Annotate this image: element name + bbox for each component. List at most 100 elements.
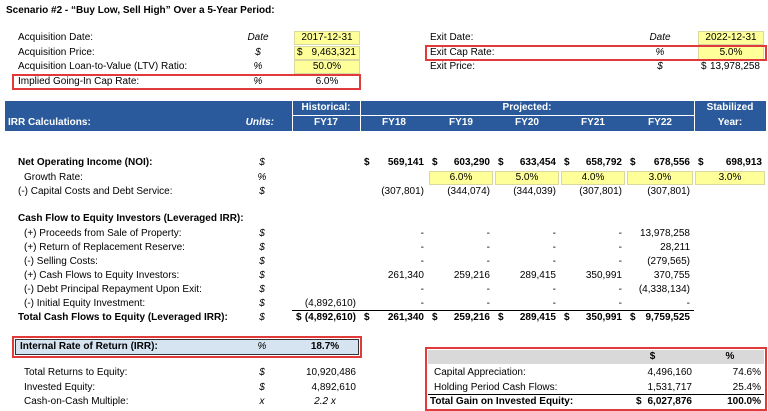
row-unit: $ [259, 312, 265, 323]
cell-value: - [420, 284, 424, 295]
cell-value: 13,978,258 [639, 228, 690, 239]
row-label: Cash Flow to Equity Investors (Leveraged… [18, 213, 244, 224]
cell-value: 569,141 [387, 157, 424, 168]
cell-currency: $ [296, 312, 302, 323]
cell-value: 4.0% [581, 172, 605, 183]
cell-currency: $ [364, 312, 370, 323]
cell-value: - [486, 256, 490, 267]
cell-value: - [552, 256, 556, 267]
cell-value: 28,211 [660, 242, 690, 253]
cell-value: - [686, 298, 690, 309]
cell-currency: $ [432, 312, 438, 323]
gain-amount: 4,496,160 [647, 367, 693, 378]
input-label: Acquisition Loan-to-Value (LTV) Ratio: [18, 61, 188, 72]
cell-value: - [420, 228, 424, 239]
gain-label: Total Gain on Invested Equity: [430, 396, 574, 407]
cell-value: 289,415 [519, 270, 556, 281]
row-unit: $ [259, 186, 265, 197]
header-separator [360, 101, 361, 131]
input-value-currency: $ [297, 46, 303, 58]
gain-label: Holding Period Cash Flows: [434, 381, 558, 393]
cell-value: 658,792 [585, 157, 622, 168]
cell-value: 9,759,525 [645, 312, 691, 323]
input-value: 5.0% [719, 46, 743, 58]
summary-value: 2.2 x [314, 396, 336, 407]
cell-currency: $ [630, 157, 636, 168]
row-label: (+) Cash Flows to Equity Investors: [24, 270, 180, 281]
cell-value: - [618, 298, 622, 309]
cell-value: 350,991 [585, 270, 622, 281]
row-unit: $ [259, 157, 265, 168]
row-unit: $ [259, 242, 265, 253]
gain-amount: 1,531,717 [647, 381, 693, 393]
input-label: Acquisition Date: [18, 32, 94, 43]
irr-value: 18.7% [310, 341, 340, 352]
input-unit: $ [255, 46, 261, 58]
column-header: FY22 [648, 117, 672, 128]
cell-value: 259,216 [453, 312, 490, 323]
gain-amount: 6,027,876 [647, 396, 693, 407]
header-historical: Historical: [301, 102, 351, 113]
cell-value: - [486, 228, 490, 239]
input-value: 13,978,258 [709, 61, 760, 72]
summary-unit: $ [259, 381, 265, 393]
cell-value: - [486, 298, 490, 309]
summary-value: 4,892,610 [311, 381, 357, 393]
row-unit: $ [259, 270, 265, 281]
highlight-box [425, 44, 767, 61]
row-label: Growth Rate: [24, 172, 83, 183]
cell-currency: $ [630, 312, 636, 323]
summary-unit: $ [259, 367, 265, 378]
cell-value: - [618, 228, 622, 239]
input-label: Exit Price: [430, 61, 476, 72]
cell-currency: $ [564, 157, 570, 168]
input-value: 2022-12-31 [705, 32, 757, 43]
header-separator [292, 101, 293, 131]
cell-value: - [420, 242, 424, 253]
row-unit: $ [259, 284, 265, 295]
row-label: (-) Capital Costs and Debt Service: [18, 186, 173, 197]
header-projected: Projected: [502, 102, 552, 113]
cell-value: (307,801) [647, 186, 690, 197]
cell-value: - [420, 256, 424, 267]
cell-value: 603,290 [453, 157, 490, 168]
row-label: Net Operating Income (NOI): [18, 157, 153, 168]
cell-value: (344,039) [513, 186, 556, 197]
header-separator [694, 101, 695, 131]
cell-value: (279,565) [647, 256, 690, 267]
irr-box [12, 336, 362, 358]
cell-currency: $ [498, 157, 504, 168]
input-label: Acquisition Price: [18, 46, 95, 58]
cell-value: (307,801) [579, 186, 622, 197]
input-cell [695, 171, 765, 185]
cell-value: (4,892,610) [304, 298, 356, 309]
summary-label: Invested Equity: [24, 381, 96, 393]
column-header: FY19 [449, 117, 473, 128]
highlight-box [12, 73, 361, 90]
cell-currency: $ [564, 312, 570, 323]
header-stabilized: Stabilized [706, 102, 754, 113]
row-label: (-) Initial Equity Investment: [24, 298, 146, 309]
cell-value: 6.0% [449, 172, 473, 183]
input-unit: Date [247, 32, 269, 43]
gain-total-rule [428, 394, 764, 395]
row-label: (-) Selling Costs: [24, 256, 98, 267]
cell-value: 3.0% [648, 172, 672, 183]
summary-label: Cash-on-Cash Multiple: [24, 396, 129, 407]
gain-currency: $ [636, 396, 642, 407]
input-cell [294, 45, 360, 60]
irr-unit: % [257, 341, 267, 352]
cell-currency: $ [698, 157, 704, 168]
input-cell [294, 31, 360, 45]
gain-label: Capital Appreciation: [434, 367, 526, 378]
gain-header: % [725, 351, 735, 362]
irr-label: Internal Rate of Return (IRR): [20, 341, 158, 352]
cell-value: 370,755 [653, 270, 690, 281]
cell-value: - [420, 298, 424, 309]
cell-value: 5.0% [515, 172, 539, 183]
header-band [5, 101, 766, 131]
input-cell [627, 171, 693, 185]
total-rule [292, 310, 694, 311]
cell-value: 259,216 [453, 270, 490, 281]
input-unit: % [253, 75, 263, 87]
